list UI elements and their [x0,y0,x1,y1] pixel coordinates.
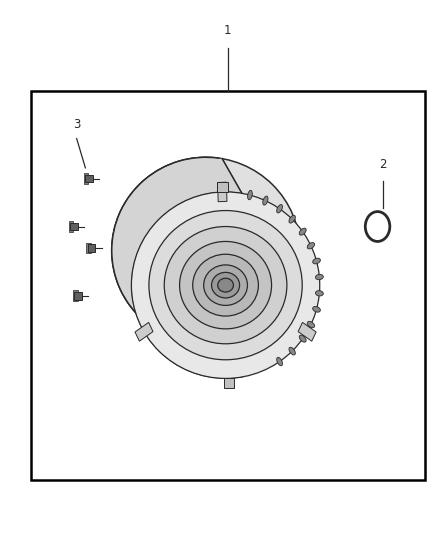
Ellipse shape [212,272,240,298]
Text: 3: 3 [73,118,80,131]
Ellipse shape [277,205,283,213]
Bar [31,91,425,480]
Ellipse shape [149,211,302,360]
Bar [224,378,234,388]
Ellipse shape [180,241,272,329]
Ellipse shape [289,347,295,355]
Ellipse shape [315,290,323,296]
Bar [74,292,82,300]
Polygon shape [112,157,242,378]
Bar [85,175,93,182]
Bar [88,244,95,252]
Ellipse shape [299,335,306,342]
Ellipse shape [307,243,314,249]
Ellipse shape [307,321,314,328]
Ellipse shape [247,190,252,200]
Ellipse shape [315,274,323,280]
Text: 2: 2 [379,158,387,171]
Bar [73,290,78,301]
Ellipse shape [277,357,283,366]
Bar [70,223,78,230]
Ellipse shape [112,157,300,344]
Ellipse shape [204,265,247,305]
FancyBboxPatch shape [135,322,153,341]
Bar [69,221,73,232]
Ellipse shape [131,192,320,378]
Bar [84,173,88,184]
Ellipse shape [313,258,320,264]
FancyBboxPatch shape [298,322,316,341]
Ellipse shape [164,227,287,344]
Bar [217,182,227,192]
FancyBboxPatch shape [218,182,227,201]
Ellipse shape [289,215,295,223]
Bar [86,243,91,253]
Ellipse shape [299,228,306,235]
Ellipse shape [313,306,320,312]
Text: 1: 1 [224,25,232,37]
Ellipse shape [218,278,233,292]
Ellipse shape [193,254,258,316]
Ellipse shape [263,196,268,205]
